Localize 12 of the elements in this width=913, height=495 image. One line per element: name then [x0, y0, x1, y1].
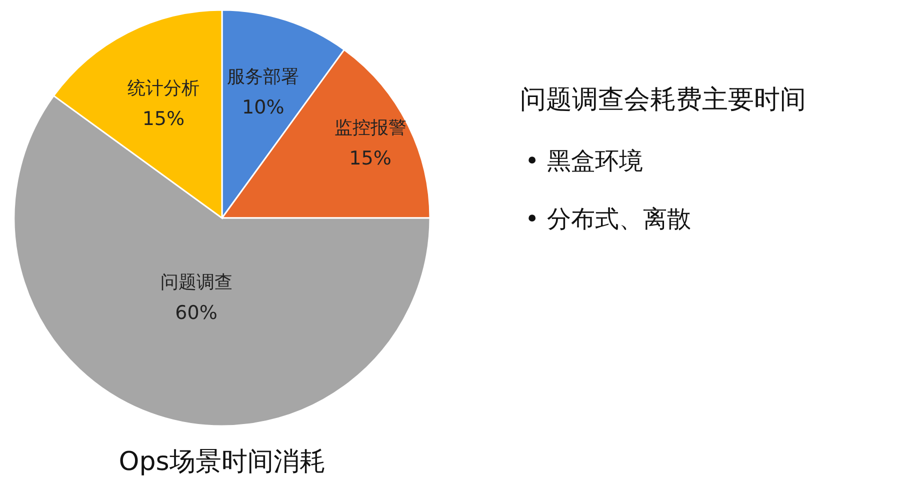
data-label: 10%: [242, 96, 284, 118]
text: • 黑盒环境: [525, 147, 643, 175]
slice-label: 问题调查: [160, 272, 232, 294]
text: 问题调查会耗费主要时间: [520, 85, 806, 115]
slice-label: 监控报警: [334, 117, 406, 138]
text: Ops场景时间消耗: [118, 447, 326, 477]
slice-label: 统计分析: [127, 78, 200, 100]
data-label: 15%: [349, 147, 392, 170]
data-label: 60%: [175, 302, 218, 324]
data-label: 15%: [142, 108, 185, 130]
text: • 分布式、离散: [525, 205, 691, 233]
slice-label: 服务部署: [227, 66, 300, 88]
